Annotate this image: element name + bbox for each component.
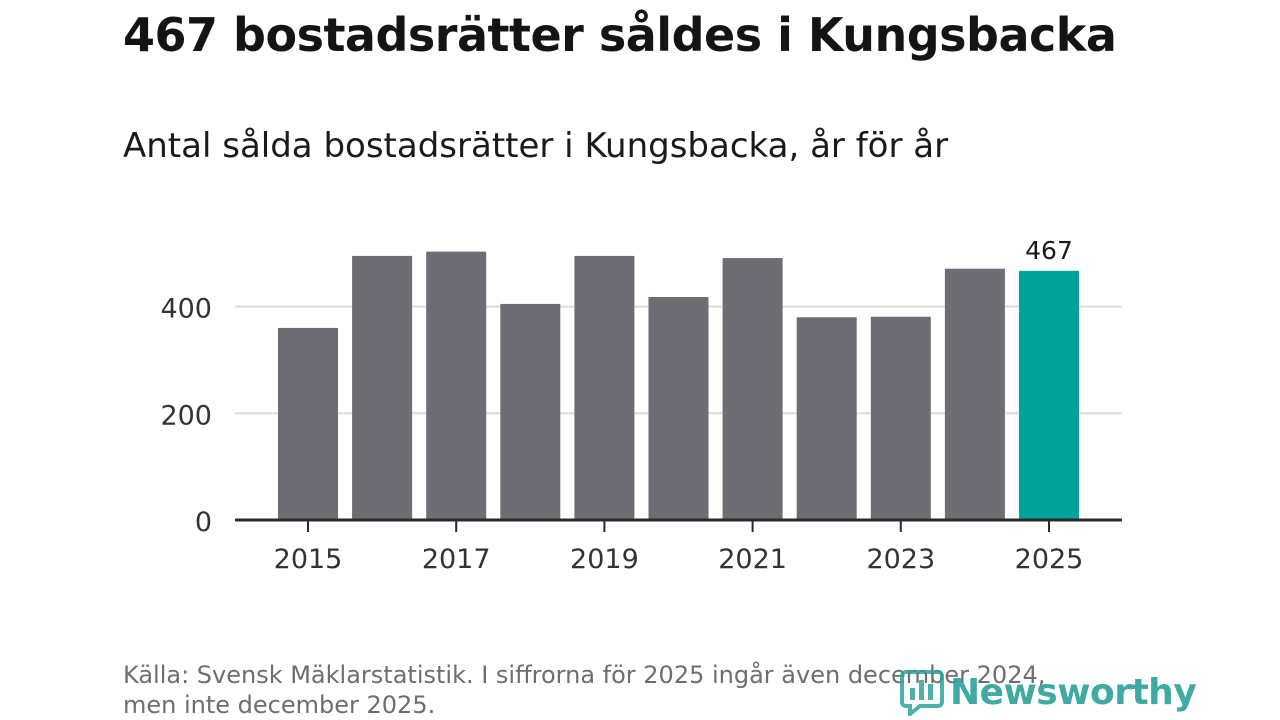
source-note: Källa: Svensk Mäklarstatistik. I siffror… bbox=[123, 660, 1123, 720]
chart-logo-icon bbox=[900, 670, 944, 716]
chart-title: 467 bostadsrätter såldes i Kungsbacka bbox=[123, 8, 1117, 62]
x-tick-label: 2017 bbox=[422, 544, 491, 575]
bar-2020 bbox=[648, 296, 709, 520]
bar-2015 bbox=[278, 327, 338, 520]
bar-2018 bbox=[500, 303, 561, 520]
bars bbox=[278, 251, 1079, 521]
bar-2023 bbox=[870, 316, 931, 520]
bar-2017 bbox=[426, 251, 487, 520]
chart-subtitle: Antal sålda bostadsrätter i Kungsbacka, … bbox=[123, 126, 949, 166]
source-note-line-2: men inte december 2025. bbox=[123, 691, 436, 719]
bar-2021 bbox=[722, 258, 783, 520]
x-tick-label: 2025 bbox=[1015, 544, 1084, 575]
x-tick-label: 2015 bbox=[274, 544, 343, 575]
x-tick-label: 2023 bbox=[866, 544, 935, 575]
y-tick-label: 200 bbox=[160, 400, 212, 431]
source-note-line-1: Källa: Svensk Mäklarstatistik. I siffror… bbox=[123, 661, 1046, 689]
newsworthy-logo: Newsworthy bbox=[900, 668, 1197, 716]
y-tick-label: 400 bbox=[160, 294, 212, 325]
tick-labels: 0 200 400 467 2015 2017 2019 2021 2023 2025 bbox=[160, 236, 1083, 575]
x-axis bbox=[235, 518, 1122, 532]
bar-2024 bbox=[944, 268, 1005, 520]
data-label: 467 bbox=[1025, 236, 1073, 265]
x-tick-label: 2021 bbox=[718, 544, 787, 575]
bar-2025 bbox=[1019, 270, 1079, 520]
bar-2016 bbox=[352, 255, 413, 521]
bar-2019 bbox=[574, 255, 635, 521]
logo-text: Newsworthy bbox=[950, 671, 1197, 713]
x-tick-label: 2019 bbox=[570, 544, 639, 575]
bar-2022 bbox=[796, 317, 857, 520]
y-tick-label: 0 bbox=[195, 507, 212, 538]
